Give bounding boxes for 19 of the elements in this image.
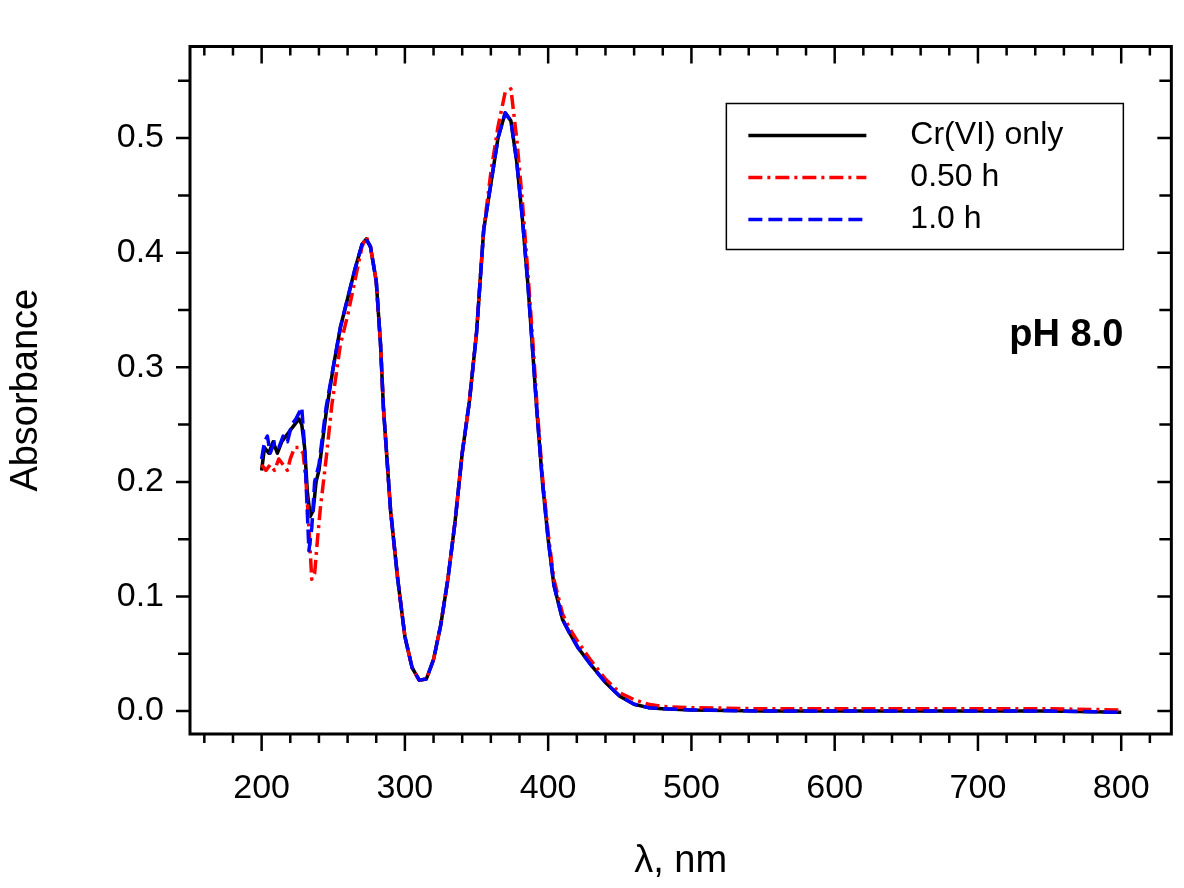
x-tick-label: 300 [376, 766, 434, 805]
x-tick-label: 500 [663, 766, 720, 805]
x-tick-label: 400 [519, 766, 577, 805]
y-tick-label: 0.4 [116, 231, 164, 270]
x-tick-label: 800 [1092, 766, 1150, 805]
y-tick-label: 0.1 [116, 574, 164, 613]
legend-label: 1.0 h [910, 199, 982, 236]
y-tick-label: 0.0 [116, 689, 164, 728]
y-tick-label: 0.5 [116, 116, 164, 155]
y-axis-title: Absorbance [3, 288, 46, 492]
x-tick-label: 600 [806, 766, 864, 805]
y-tick-label: 0.3 [116, 345, 164, 384]
y-tick-label: 0.2 [116, 460, 164, 499]
legend-label: 0.50 h [910, 157, 1000, 194]
legend-label: Cr(VI) only [910, 115, 1064, 152]
x-tick-label: 700 [949, 766, 1007, 805]
x-tick-label: 200 [233, 766, 290, 805]
x-axis-title: λ, nm [634, 837, 728, 880]
annotation: pH 8.0 [1009, 312, 1124, 355]
